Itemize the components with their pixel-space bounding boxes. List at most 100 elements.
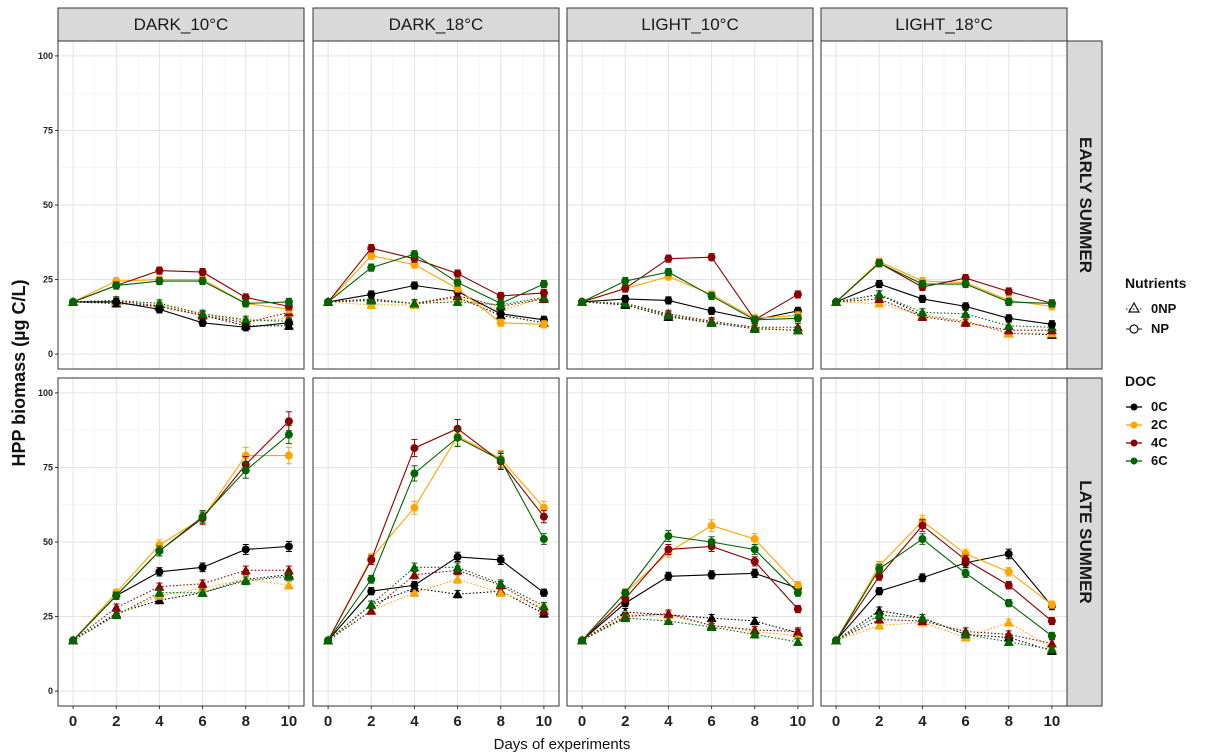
data-point-triangle bbox=[1003, 320, 1014, 330]
x-tick-label: 8 bbox=[497, 713, 505, 730]
data-point-circle bbox=[707, 570, 716, 579]
legend: Nutrients 0NP NP DOC 0C 2C 4C 6C bbox=[1125, 275, 1187, 468]
data-point-circle bbox=[1004, 297, 1013, 306]
data-point-circle bbox=[241, 466, 250, 475]
data-point-circle bbox=[410, 581, 419, 590]
data-point-triangle bbox=[706, 317, 717, 327]
data-point-triangle bbox=[240, 314, 251, 324]
data-point-circle bbox=[155, 540, 164, 549]
data-point-triangle bbox=[452, 589, 463, 599]
data-point-circle bbox=[961, 549, 970, 558]
data-point-circle bbox=[793, 588, 802, 597]
x-tick-label: 10 bbox=[1044, 713, 1061, 730]
data-point-circle bbox=[410, 469, 419, 478]
series-line-6c-0np bbox=[328, 296, 544, 306]
series-line-6c-np bbox=[327, 436, 545, 641]
data-point-circle bbox=[539, 535, 548, 544]
x-tick-label: 2 bbox=[367, 713, 375, 730]
data-point-circle bbox=[664, 296, 673, 305]
x-tick-label: 0 bbox=[324, 713, 332, 730]
series-line-6c-0np bbox=[327, 566, 545, 641]
data-point-circle bbox=[367, 587, 376, 596]
data-point-circle bbox=[750, 569, 759, 578]
data-point-circle bbox=[750, 535, 759, 544]
data-point-triangle bbox=[111, 610, 122, 620]
data-point-circle bbox=[198, 563, 207, 572]
data-point-triangle bbox=[960, 629, 971, 639]
series-line-2c-np bbox=[72, 278, 289, 310]
data-point-circle bbox=[69, 636, 78, 645]
x-tick-label: 10 bbox=[790, 713, 807, 730]
x-tick-label: 6 bbox=[453, 713, 461, 730]
series-line-6c-0np bbox=[582, 301, 798, 331]
data-point-circle bbox=[578, 297, 587, 306]
series-line-2c-np bbox=[835, 261, 1052, 307]
series-line-6c-0np bbox=[581, 617, 798, 643]
x-tick-label: 4 bbox=[664, 713, 673, 730]
series-line-6c-np bbox=[72, 434, 290, 641]
data-point-triangle bbox=[749, 323, 760, 333]
data-point-circle bbox=[875, 572, 884, 581]
x-tick-label: 0 bbox=[578, 713, 586, 730]
data-point-circle bbox=[961, 555, 970, 564]
legend-key-point-6c bbox=[1130, 457, 1138, 465]
data-point-circle bbox=[1004, 549, 1013, 558]
data-point-circle bbox=[707, 291, 716, 300]
data-point-circle bbox=[496, 291, 505, 300]
data-point-circle bbox=[1004, 314, 1013, 323]
data-point-triangle bbox=[663, 616, 674, 626]
data-point-circle bbox=[410, 250, 419, 259]
data-point-circle bbox=[198, 512, 207, 521]
series-line-0c-0np bbox=[73, 301, 289, 327]
facet-panel bbox=[566, 40, 814, 370]
series-line-2c-np bbox=[327, 435, 545, 641]
series-line-0c-np bbox=[73, 301, 289, 328]
x-tick-label: 4 bbox=[410, 713, 419, 730]
legend-key-circle-np bbox=[1129, 324, 1139, 334]
facet-strip-col bbox=[57, 7, 305, 42]
y-tick-label: 50 bbox=[43, 537, 53, 547]
facet-strip-col bbox=[820, 7, 1068, 42]
data-point-circle bbox=[793, 581, 802, 590]
series-line-0c-0np bbox=[72, 574, 289, 641]
data-point-circle bbox=[621, 277, 630, 286]
series-line-2c-np bbox=[835, 520, 1053, 641]
data-point-triangle bbox=[792, 636, 803, 646]
data-point-circle bbox=[750, 557, 759, 566]
data-point-triangle bbox=[749, 629, 760, 639]
data-point-circle bbox=[664, 532, 673, 541]
series-line-4c-np bbox=[327, 247, 544, 303]
data-point-circle bbox=[918, 294, 927, 303]
panel-border bbox=[566, 377, 814, 707]
data-point-circle bbox=[832, 297, 841, 306]
data-point-circle bbox=[367, 555, 376, 564]
data-point-triangle bbox=[1046, 638, 1057, 648]
data-point-circle bbox=[578, 636, 587, 645]
y-tick-label: 100 bbox=[38, 388, 53, 398]
legend-title-doc: DOC bbox=[1125, 373, 1156, 389]
data-point-triangle bbox=[495, 587, 506, 597]
data-point-triangle bbox=[409, 562, 420, 572]
x-axis-title: Days of experiments bbox=[494, 736, 631, 753]
data-point-triangle bbox=[792, 325, 803, 335]
data-point-circle bbox=[539, 588, 548, 597]
data-point-triangle bbox=[366, 295, 377, 305]
data-point-circle bbox=[664, 545, 673, 554]
series-line-6c-np bbox=[835, 262, 1052, 304]
data-point-circle bbox=[539, 280, 548, 289]
facet-label-col: DARK_10°C bbox=[134, 15, 229, 34]
data-point-circle bbox=[1047, 600, 1056, 609]
facet-label-col: LIGHT_18°C bbox=[895, 15, 993, 34]
x-tick-label: 10 bbox=[536, 713, 553, 730]
data-point-circle bbox=[1004, 581, 1013, 590]
data-point-triangle bbox=[154, 587, 165, 597]
data-point-triangle bbox=[409, 298, 420, 308]
data-point-circle bbox=[918, 535, 927, 544]
y-tick-label: 25 bbox=[43, 612, 53, 622]
x-tick-label: 6 bbox=[707, 713, 715, 730]
data-point-circle bbox=[367, 263, 376, 272]
data-point-circle bbox=[496, 456, 505, 464]
x-tick-label: 10 bbox=[281, 713, 298, 730]
data-point-circle bbox=[707, 521, 716, 530]
panel-border bbox=[312, 40, 560, 370]
